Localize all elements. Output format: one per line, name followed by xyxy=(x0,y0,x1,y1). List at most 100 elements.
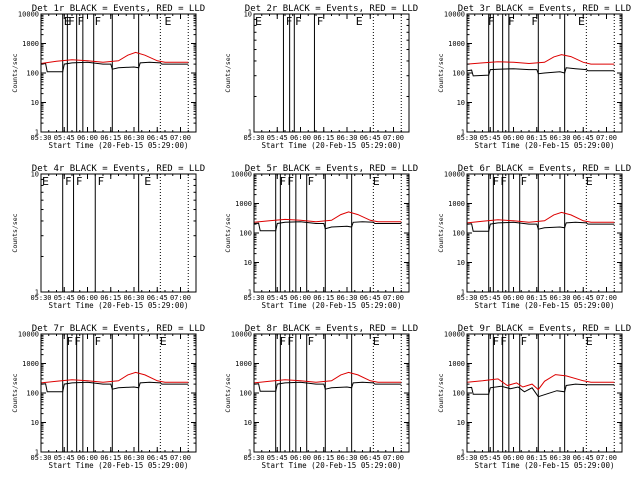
y-tick-label: 1 xyxy=(35,289,39,297)
flag-label: F xyxy=(288,335,294,348)
x-axis-label: Start Time (20-Feb-15 05:29:00) xyxy=(262,301,402,310)
lld-series-line xyxy=(254,371,402,384)
x-tick-label: 06:30 xyxy=(123,294,144,302)
events-series-line xyxy=(41,61,189,73)
y-tick-label: 10 xyxy=(244,419,252,427)
x-tick-label: 05:30 xyxy=(456,294,477,302)
y-tick-label: 10000 xyxy=(231,171,252,179)
panel-title: Det 2r BLACK = Events, RED = LLD xyxy=(245,4,418,14)
lld-series-line xyxy=(41,371,189,384)
flag-label: E xyxy=(160,335,167,348)
x-tick-label: 06:00 xyxy=(503,454,524,462)
flag-label: F xyxy=(286,15,292,28)
flag-label: F xyxy=(288,175,294,188)
y-tick-label: 10 xyxy=(244,259,252,267)
flag-label: F xyxy=(317,15,323,28)
lld-series-line xyxy=(254,211,402,223)
lld-series-line xyxy=(467,54,615,65)
y-axis-label: Counts/sec xyxy=(224,213,232,252)
flag-label: F xyxy=(493,335,499,348)
x-axis-label: Start Time (20-Feb-15 05:29:00) xyxy=(262,461,402,470)
y-tick-label: 1000 xyxy=(235,200,252,208)
flag-label: E xyxy=(373,175,380,188)
flag-label: F xyxy=(493,175,499,188)
x-tick-label: 07:00 xyxy=(170,134,191,142)
y-tick-label: 1000 xyxy=(448,360,465,368)
y-tick-label: 10 xyxy=(31,99,39,107)
y-tick-label: 1 xyxy=(248,289,252,297)
events-series-line xyxy=(254,381,402,392)
flag-label: F xyxy=(95,15,101,28)
y-tick-label: 1 xyxy=(461,289,465,297)
x-tick-label: 05:30 xyxy=(30,454,51,462)
flag-label: E xyxy=(255,15,262,28)
y-tick-label: 1 xyxy=(248,449,252,457)
y-axis-label: Counts/sec xyxy=(11,53,19,92)
flag-label: F xyxy=(76,175,82,188)
x-tick-label: 06:45 xyxy=(147,454,168,462)
events-series-line xyxy=(41,381,189,393)
x-tick-label: 06:45 xyxy=(360,294,381,302)
flag-label: F xyxy=(508,15,514,28)
flag-label: E xyxy=(586,175,593,188)
flag-label: F xyxy=(280,335,286,348)
plot-frame xyxy=(253,173,410,293)
y-tick-label: 10000 xyxy=(444,171,465,179)
x-tick-label: 06:30 xyxy=(336,134,357,142)
x-axis-label: Start Time (20-Feb-15 05:29:00) xyxy=(475,301,615,310)
flag-label: F xyxy=(78,15,84,28)
y-tick-label: 1000 xyxy=(448,200,465,208)
x-tick-label: 06:15 xyxy=(526,134,547,142)
panel-title: Det 3r BLACK = Events, RED = LLD xyxy=(458,4,631,14)
y-tick-label: 1 xyxy=(461,449,465,457)
y-tick-label: 100 xyxy=(239,230,252,238)
x-tick-label: 06:00 xyxy=(77,134,98,142)
flag-label: F xyxy=(308,335,314,348)
x-tick-label: 06:15 xyxy=(526,454,547,462)
plot-frame xyxy=(40,333,197,453)
x-axis-label: Start Time (20-Feb-15 05:29:00) xyxy=(49,301,189,310)
x-tick-label: 06:15 xyxy=(313,134,334,142)
flag-label: E xyxy=(373,335,380,348)
x-tick-label: 06:45 xyxy=(573,294,594,302)
flag-label: F xyxy=(521,175,527,188)
panel-title: Det 9r BLACK = Events, RED = LLD xyxy=(458,324,631,334)
flag-label: F xyxy=(68,15,74,28)
lld-series-line xyxy=(41,51,189,64)
y-axis-label: Counts/sec xyxy=(437,213,445,252)
flag-label: E xyxy=(144,175,151,188)
x-tick-label: 06:00 xyxy=(503,134,524,142)
panel-title: Det 1r BLACK = Events, RED = LLD xyxy=(32,4,205,14)
flag-label: F xyxy=(488,15,494,28)
panel-title: Det 7r BLACK = Events, RED = LLD xyxy=(32,324,205,334)
x-tick-label: 07:00 xyxy=(383,294,404,302)
x-tick-label: 06:45 xyxy=(573,454,594,462)
flag-label: F xyxy=(501,335,507,348)
y-tick-label: 1 xyxy=(461,129,465,137)
y-tick-label: 1000 xyxy=(22,360,39,368)
x-tick-label: 06:45 xyxy=(360,454,381,462)
flag-label: E xyxy=(356,15,363,28)
y-axis-label: Counts/sec xyxy=(224,373,232,412)
y-tick-label: 100 xyxy=(26,70,39,78)
y-tick-label: 1000 xyxy=(22,40,39,48)
y-tick-label: 10000 xyxy=(18,331,39,339)
x-axis-label: Start Time (20-Feb-15 05:29:00) xyxy=(49,141,189,150)
y-axis-label: Counts/sec xyxy=(437,53,445,92)
x-tick-label: 05:45 xyxy=(480,454,501,462)
plot-frame xyxy=(466,173,623,293)
x-tick-label: 06:30 xyxy=(336,294,357,302)
y-tick-label: 10 xyxy=(31,171,39,179)
y-axis-label: Counts/sec xyxy=(224,53,232,92)
x-tick-label: 06:30 xyxy=(336,454,357,462)
x-tick-label: 06:45 xyxy=(147,134,168,142)
x-tick-label: 06:15 xyxy=(100,294,121,302)
x-tick-label: 06:15 xyxy=(313,454,334,462)
x-tick-label: 06:00 xyxy=(77,294,98,302)
y-tick-label: 10000 xyxy=(444,11,465,19)
y-tick-label: 1000 xyxy=(448,40,465,48)
